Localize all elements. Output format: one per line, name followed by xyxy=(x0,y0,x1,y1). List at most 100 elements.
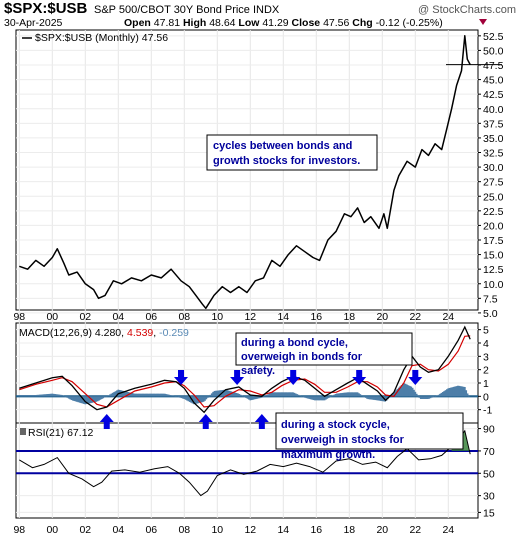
macd-histogram-bar xyxy=(399,386,402,397)
macd-histogram-bar xyxy=(147,393,150,397)
macd-histogram-bar xyxy=(422,396,425,399)
macd-histogram-bar xyxy=(353,392,356,397)
macd-y-tick-label: 0 xyxy=(483,391,489,403)
price-y-tick-label: 27.5 xyxy=(483,177,504,189)
price-y-tick-label: 20.0 xyxy=(483,220,504,232)
x-tick-label-bottom: 18 xyxy=(343,524,355,536)
macd-histogram-bar xyxy=(162,393,165,397)
macd-histogram-bar xyxy=(301,396,304,397)
macd-histogram-bar xyxy=(430,396,433,398)
macd-histogram-bar xyxy=(283,392,286,397)
macd-histogram-bar xyxy=(451,387,454,397)
macd-histogram-bar xyxy=(257,396,260,399)
x-tick-label-bottom: 24 xyxy=(442,524,454,536)
macd-histogram-bar xyxy=(226,390,228,397)
macd-histogram-bar xyxy=(380,396,382,401)
annotation-cycles-box xyxy=(206,134,378,171)
macd-histogram-bar xyxy=(400,385,403,397)
macd-histogram-bar xyxy=(360,395,363,397)
macd-histogram-bar xyxy=(166,394,169,397)
macd-histogram-bar xyxy=(25,395,28,397)
macd-histogram-bar xyxy=(88,396,91,404)
macd-histogram-bar xyxy=(260,396,263,398)
macd-histogram-bar xyxy=(358,393,360,397)
macd-histogram-bar xyxy=(356,392,359,397)
macd-histogram-bar xyxy=(36,394,39,397)
rsi-legend: RSI(21) 67.12 xyxy=(20,427,94,439)
macd-histogram-bar xyxy=(18,395,21,397)
macd-histogram-bar xyxy=(48,393,51,397)
macd-histogram-bar xyxy=(308,396,311,399)
price-y-tick-label: 32.5 xyxy=(483,148,504,160)
macd-y-tick-label: 4 xyxy=(483,338,489,350)
macd-histogram-bar xyxy=(149,393,151,397)
macd-histogram-bar xyxy=(323,396,326,401)
macd-histogram-bar xyxy=(315,396,318,401)
macd-histogram-bar xyxy=(413,389,415,397)
macd-histogram-bar xyxy=(165,394,168,397)
macd-histogram-bar xyxy=(99,396,102,400)
macd-histogram-bar xyxy=(347,392,349,397)
macd-histogram-bar xyxy=(406,384,408,397)
macd-histogram-bar xyxy=(330,396,333,397)
macd-histogram-bar xyxy=(92,396,95,403)
price-y-tick-label: 7.5 xyxy=(483,293,498,305)
macd-histogram-bar xyxy=(65,396,67,398)
price-y-tick-label: 12.5 xyxy=(483,264,504,276)
macd-histogram-bar xyxy=(173,396,176,397)
macd-histogram-bar xyxy=(43,394,45,397)
macd-histogram-bar xyxy=(428,396,430,399)
macd-histogram-bar xyxy=(274,392,276,397)
macd-histogram-bar xyxy=(402,383,404,397)
macd-histogram-bar xyxy=(293,392,296,397)
x-tick-label-bottom: 10 xyxy=(211,524,223,536)
macd-histogram-bar xyxy=(122,391,125,397)
symbol-title: $SPX:$USB xyxy=(4,0,88,17)
macd-histogram-bar xyxy=(468,396,470,397)
price-series-line xyxy=(19,35,471,310)
macd-histogram-bar xyxy=(155,393,158,397)
macd-histogram-bar xyxy=(374,396,377,401)
x-tick-label-top: 16 xyxy=(310,311,322,323)
macd-histogram-bar xyxy=(87,396,89,404)
macd-histogram-bar xyxy=(116,390,118,397)
macd-histogram-bar xyxy=(140,393,143,397)
macd-histogram-bar xyxy=(452,386,455,397)
x-tick-label-top: 10 xyxy=(211,311,223,323)
macd-y-tick-label: -1 xyxy=(483,405,492,417)
macd-histogram-bar xyxy=(407,385,410,397)
macd-y-tick-label: 2 xyxy=(483,365,489,377)
macd-histogram-bar xyxy=(303,396,305,398)
x-tick-label-top: 24 xyxy=(442,311,454,323)
macd-histogram-bar xyxy=(201,396,204,403)
macd-histogram-bar xyxy=(96,396,99,402)
macd-histogram-bar xyxy=(107,395,110,397)
macd-histogram-bar xyxy=(52,393,55,397)
annotation-stock: during a stock cycle, overweigh in stocks… xyxy=(275,412,464,461)
macd-histogram-bar xyxy=(209,394,212,397)
x-tick-label-bottom: 98 xyxy=(13,524,25,536)
macd-histogram-bar xyxy=(41,394,44,397)
macd-histogram-bar xyxy=(462,386,465,397)
x-tick-label-top: 18 xyxy=(343,311,355,323)
macd-histogram-bar xyxy=(245,396,248,398)
macd-histogram-bar xyxy=(311,396,314,400)
macd-histogram-bar xyxy=(113,392,116,397)
macd-histogram-bar xyxy=(231,391,234,397)
price-y-tick-label: 50.0 xyxy=(483,45,504,57)
arrow-down-icon xyxy=(286,370,301,385)
macd-histogram-bar xyxy=(237,393,239,397)
macd-histogram-bar xyxy=(359,394,362,397)
macd-histogram-bar xyxy=(253,396,256,400)
price-legend: $SPX:$USB (Monthly) 47.56 xyxy=(22,32,168,44)
macd-y-tick-label: 1 xyxy=(483,378,489,390)
macd-histogram-bar xyxy=(121,390,124,397)
macd-histogram-bar xyxy=(127,392,129,397)
macd-histogram-bar xyxy=(205,396,208,400)
ohlc-line: Open 47.81 High 48.64 Low 41.29 Close 47… xyxy=(124,17,443,29)
macd-histogram-bar xyxy=(432,396,435,398)
x-tick-label-bottom: 14 xyxy=(277,524,289,536)
macd-histogram-bar xyxy=(188,396,191,402)
macd-histogram-bar xyxy=(289,392,292,397)
